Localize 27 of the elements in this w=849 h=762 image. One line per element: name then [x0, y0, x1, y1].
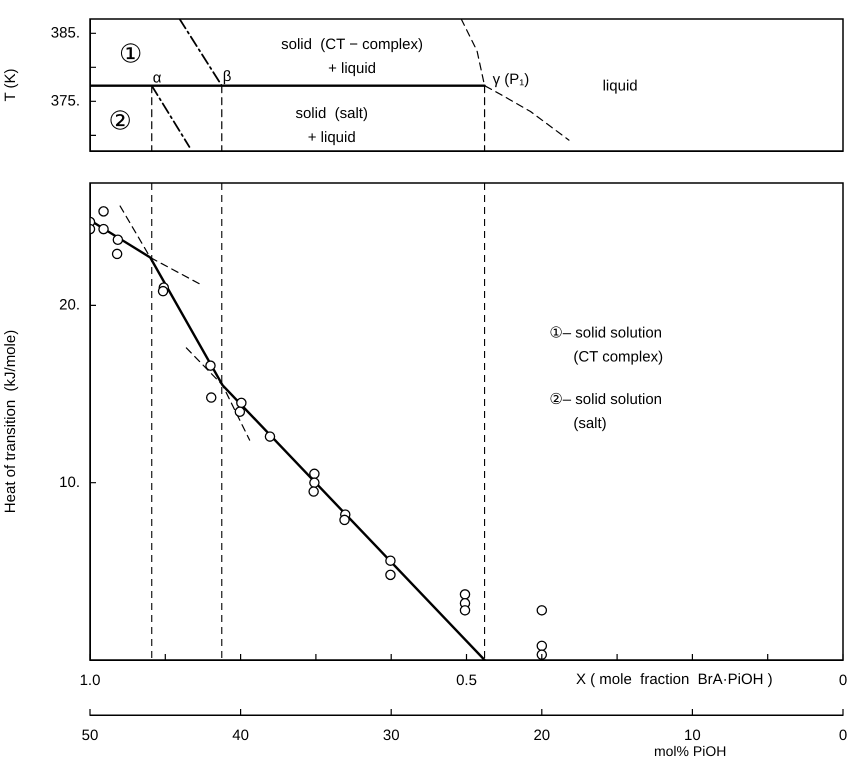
x2-tick-label: 50: [82, 727, 98, 744]
y-tick-label: 10.: [59, 474, 80, 491]
annotation: ①: [119, 38, 142, 68]
x2-tick-label: 0: [838, 727, 848, 744]
annotation: ②– solid solution (salt): [549, 391, 662, 432]
x-tick-label: 0.5: [456, 672, 477, 690]
x-tick-label: 1.0: [80, 672, 100, 690]
y-tick-label: 385.: [50, 24, 80, 42]
annotation: solid (CT − complex) + liquid: [281, 36, 423, 78]
x-axis-title: X ( mole fraction BrA·PiOH ): [576, 671, 773, 688]
annotation: β: [222, 68, 232, 86]
x-tick-label: 0: [838, 672, 848, 690]
annotation: ①– solid solution (CT complex): [549, 324, 664, 366]
annotation: α: [152, 70, 162, 87]
y-axis-title: Heat of transition (kJ/mole): [2, 330, 20, 514]
annotation: ②: [108, 106, 132, 136]
y-tick-label: 20.: [59, 296, 80, 314]
x2-axis-title: mol% PiOH: [654, 742, 726, 759]
x2-tick-label: 40: [232, 727, 249, 744]
x2-tick-label: 30: [382, 727, 400, 744]
y-tick-label: 375.: [50, 92, 80, 110]
annotation: liquid: [602, 77, 638, 94]
x2-tick-label: 10: [684, 727, 701, 744]
annotation: solid (salt) + liquid: [295, 105, 368, 146]
annotation: γ (P₁): [492, 70, 530, 88]
y-axis-title: T (K): [2, 68, 20, 102]
x2-tick-label: 20: [533, 727, 550, 744]
